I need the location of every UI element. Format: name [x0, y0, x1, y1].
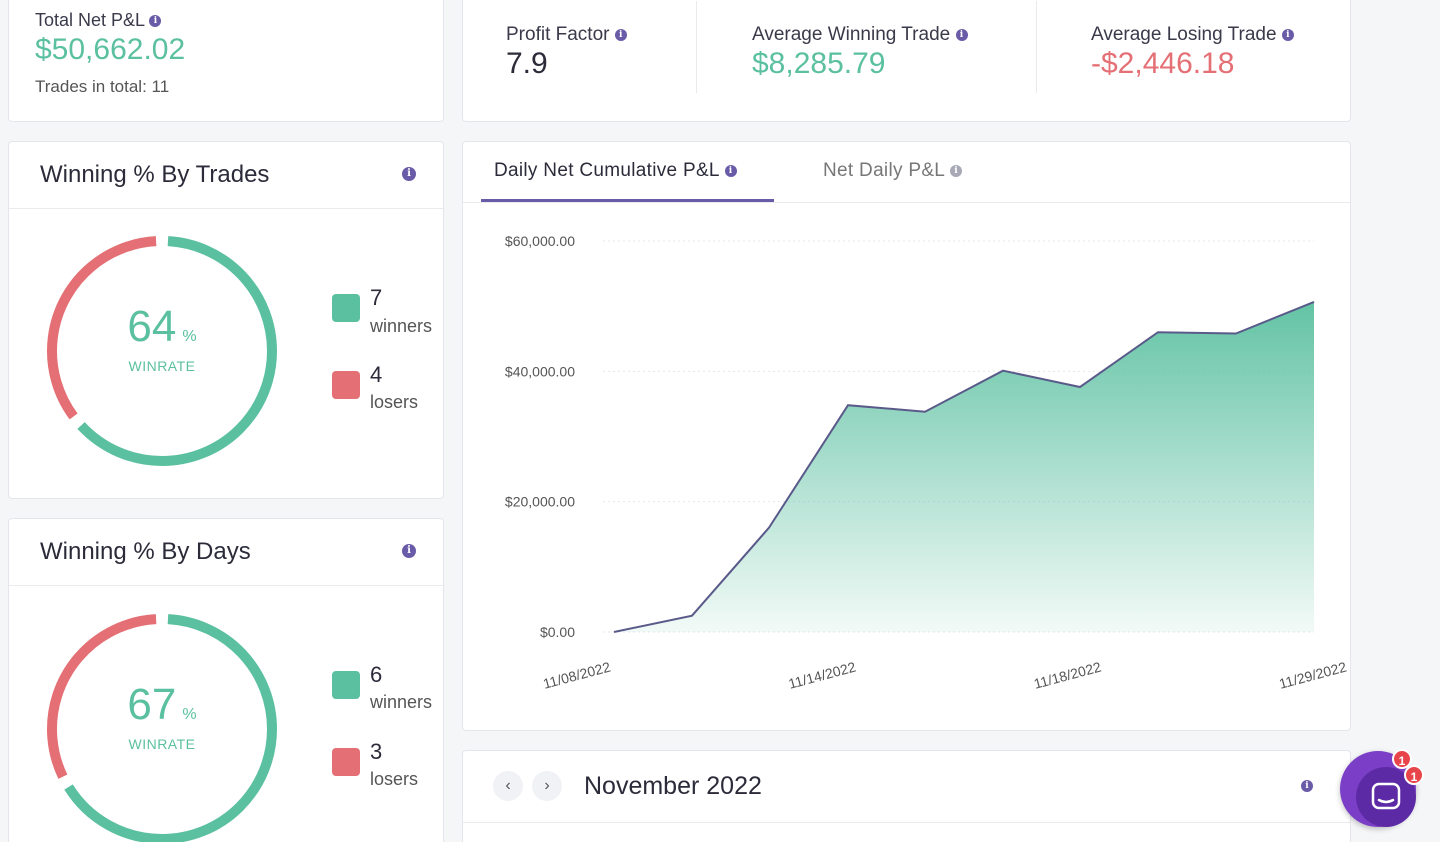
winrate-percent: 67	[127, 680, 177, 729]
metric-label: Profit Factor	[506, 24, 610, 45]
notification-badge: 1	[1404, 765, 1424, 785]
winners-label: winners	[370, 692, 433, 712]
metric-value: $8,285.79	[752, 47, 886, 80]
donut-winners-arc	[47, 614, 277, 842]
pnl-chart-card: Daily Net Cumulative P&L i Net Daily P&L…	[462, 141, 1351, 731]
metric-label-row: Average Losing Trade i	[1091, 24, 1294, 46]
info-icon[interactable]: i	[950, 164, 963, 177]
winrate-center: 64% WINRATE	[42, 302, 282, 374]
info-icon[interactable]: i	[724, 164, 737, 177]
y-axis-ticks: $60,000.00 $40,000.00 $20,000.00 $0.00	[505, 233, 575, 640]
info-icon[interactable]: i	[402, 544, 416, 558]
metric-label-row: Profit Factor i	[506, 24, 627, 46]
info-icon[interactable]: i	[1301, 780, 1313, 792]
total-pnl-card: Total Net P&L i $50,662.02 Trades in tot…	[8, 0, 444, 122]
metric-label: Average Winning Trade	[752, 24, 951, 45]
donut-losers-arc	[47, 614, 277, 842]
winners-count: 7	[370, 285, 383, 310]
info-icon[interactable]: i	[402, 167, 416, 181]
card-title: Winning % By Trades	[40, 161, 270, 188]
losers-count: 3	[370, 739, 383, 764]
metric-label: Average Losing Trade	[1091, 24, 1277, 45]
divider	[696, 1, 697, 93]
info-icon[interactable]: i	[1281, 28, 1294, 41]
pnl-area	[614, 301, 1314, 632]
y-tick-label: $20,000.00	[505, 494, 575, 510]
tab-label: Daily Net Cumulative P&L	[494, 160, 720, 181]
percent-sign: %	[182, 706, 197, 723]
x-tick-label: 11/18/2022	[1032, 658, 1103, 691]
y-tick-label: $60,000.00	[505, 233, 575, 249]
winrate-donut	[47, 614, 277, 842]
tab-net-daily[interactable]: Net Daily P&L i	[823, 160, 963, 182]
calendar-title: November 2022	[584, 772, 762, 800]
x-tick-label: 11/29/2022	[1277, 658, 1348, 691]
tab-daily-net-cumulative[interactable]: Daily Net Cumulative P&L i	[494, 160, 737, 182]
chat-icon	[1371, 782, 1401, 810]
winrate-center: 67% WINRATE	[42, 680, 282, 752]
trades-total: Trades in total: 11	[35, 77, 170, 96]
divider	[1036, 1, 1037, 93]
winners-label: winners	[370, 316, 433, 336]
total-pnl-value: $50,662.02	[35, 33, 186, 66]
losers-swatch	[332, 748, 360, 776]
info-icon[interactable]: i	[614, 28, 627, 41]
card-title: Winning % By Days	[40, 538, 251, 565]
y-tick-label: $0.00	[540, 624, 575, 640]
winners-count: 6	[370, 662, 383, 687]
notification-badge: 1	[1392, 749, 1412, 769]
next-month-button[interactable]: ›	[532, 771, 562, 801]
metrics-card: Profit Factor i 7.9 Average Winning Trad…	[462, 0, 1351, 122]
percent-sign: %	[182, 328, 197, 345]
losers-label: losers	[370, 392, 419, 412]
divider	[463, 202, 1350, 203]
info-icon[interactable]: i	[955, 28, 968, 41]
calendar-card: ‹ › November 2022 i	[462, 750, 1351, 842]
divider	[9, 208, 443, 209]
divider	[9, 585, 443, 586]
x-tick-label: 11/14/2022	[787, 658, 858, 691]
metric-value: -$2,446.18	[1091, 47, 1235, 80]
donut-losers-arc	[46, 236, 277, 466]
y-tick-label: $40,000.00	[505, 363, 575, 379]
winrate-donut	[46, 236, 277, 466]
donut-winners-arc	[47, 236, 277, 466]
x-tick-label: 11/08/2022	[541, 658, 612, 691]
losers-swatch	[332, 371, 360, 399]
metric-value: 7.9	[506, 47, 548, 80]
divider	[463, 822, 1350, 823]
winrate-label: WINRATE	[128, 736, 196, 752]
winrate-label: WINRATE	[128, 358, 196, 374]
losers-label: losers	[370, 769, 419, 789]
pnl-line	[613, 300, 1315, 633]
x-axis-ticks: 11/08/2022 11/14/2022 11/18/2022 11/29/2022	[541, 658, 1348, 691]
winrate-percent: 64	[127, 302, 177, 351]
cumulative-pnl-chart: $60,000.00 $40,000.00 $20,000.00 $0.00 11/0…	[505, 233, 1348, 692]
metric-label-row: Average Winning Trade i	[752, 24, 968, 46]
losers-count: 4	[370, 362, 383, 387]
info-icon[interactable]: i	[149, 15, 162, 28]
total-pnl-label-row: Total Net P&L i	[35, 10, 162, 31]
tab-label: Net Daily P&L	[823, 160, 945, 181]
chat-launcher-button[interactable]: 1 1	[1340, 749, 1424, 827]
active-tab-indicator	[481, 199, 774, 202]
winners-swatch	[332, 294, 360, 322]
prev-month-button[interactable]: ‹	[493, 771, 523, 801]
winning-by-trades-card: Winning % By Trades i 64% WINRATE 7 winn…	[8, 141, 444, 499]
total-pnl-label: Total Net P&L	[35, 10, 145, 30]
winning-by-days-card: Winning % By Days i 67% WINRATE 6 winner…	[8, 518, 444, 842]
winners-swatch	[332, 671, 360, 699]
